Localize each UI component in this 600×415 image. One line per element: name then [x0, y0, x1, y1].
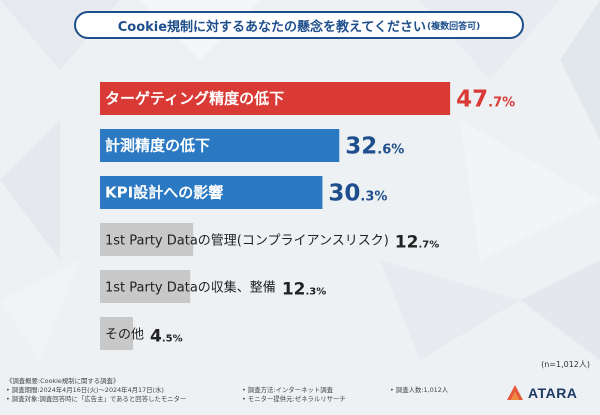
- footer-cell: • モニター提供元:ゼネラルリサーチ: [242, 395, 346, 403]
- value-label: 12.3%: [282, 280, 326, 300]
- atara-logo-icon: [507, 385, 523, 400]
- footer-cell: • 調査期間:2024年4月16日(火)〜2024年4月17日(水): [6, 386, 164, 394]
- bar: [100, 317, 134, 350]
- category-label: KPI設計への影響: [105, 184, 223, 202]
- footer-row: • 調査期間:2024年4月16日(火)〜2024年4月17日(水) • 調査方…: [6, 386, 506, 395]
- bar: [100, 223, 194, 256]
- category-label: 計測精度の低下: [105, 137, 210, 155]
- value-label: 12.7%: [395, 233, 439, 253]
- value-decimal: .7%: [418, 240, 439, 251]
- logo-text: ATARA: [528, 385, 578, 401]
- value-integer: 12: [282, 280, 306, 300]
- footer-cell: • 調査方法:インターネット調査: [242, 386, 334, 394]
- bar: [100, 270, 191, 303]
- category-label: 1st Party Dataの管理(コンプライアンスリスク): [105, 234, 389, 249]
- value-decimal: .6%: [377, 143, 404, 158]
- atara-logo: ATARA: [506, 384, 577, 402]
- footer-row: • 調査対象:調査回答時に「広告主」であると回答したモニター • モニター提供元…: [6, 395, 506, 404]
- footer-cell: • 調査人数:1,012人: [390, 386, 449, 394]
- value-decimal: .3%: [360, 190, 387, 205]
- value-integer: 47: [456, 87, 488, 113]
- chart-title: Cookie規制に対するあなたの懸念を教えてください (複数回答可): [74, 11, 524, 39]
- value-label: 30.3%: [328, 181, 387, 207]
- category-label: 1st Party Dataの収集、整備: [105, 280, 276, 296]
- value-decimal: .7%: [488, 96, 515, 111]
- bar: [100, 176, 323, 209]
- bar: [100, 129, 340, 162]
- value-label: 47.7%: [456, 87, 515, 113]
- value-integer: 4: [150, 327, 162, 347]
- value-decimal: .5%: [162, 334, 183, 345]
- title-main: Cookie規制に対するあなたの懸念を教えてください: [117, 19, 427, 35]
- value-label: 32.6%: [345, 134, 404, 160]
- value-integer: 32: [345, 134, 377, 160]
- value-integer: 12: [395, 233, 419, 253]
- value-label: 4.5%: [150, 327, 183, 347]
- value-decimal: .3%: [305, 287, 326, 298]
- footer-cell: 《調査概要:Cookie規制に関する調査》: [6, 377, 120, 385]
- survey-footer: 《調査概要:Cookie規制に関する調査》 • 調査期間:2024年4月16日(…: [6, 377, 506, 404]
- bar: [100, 82, 451, 115]
- category-label: ターゲティング精度の低下: [105, 90, 284, 108]
- title-sub: (複数回答可): [427, 21, 481, 32]
- sample-size-note: (n=1,012人): [541, 360, 590, 369]
- category-label: その他: [105, 328, 144, 343]
- value-integer: 30: [328, 181, 360, 207]
- footer-cell: • 調査対象:調査回答時に「広告主」であると回答したモニター: [6, 395, 187, 403]
- footer-row: 《調査概要:Cookie規制に関する調査》: [6, 377, 506, 386]
